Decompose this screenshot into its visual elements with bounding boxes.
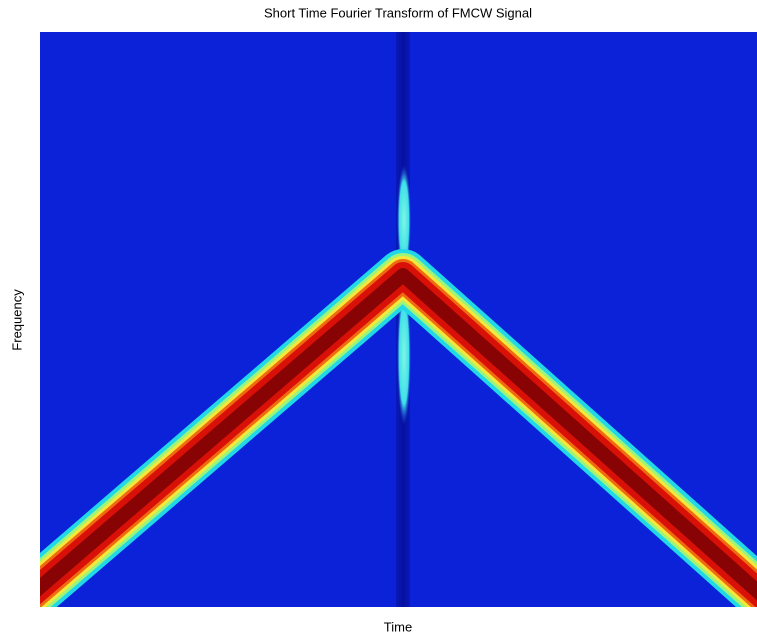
chirp — [40, 249, 757, 607]
chirp-core — [40, 268, 757, 601]
spike-top — [397, 165, 411, 275]
chart-title: Short Time Fourier Transform of FMCW Sig… — [264, 5, 532, 20]
y-axis-label: Frequency — [9, 289, 24, 351]
spectrogram-image — [40, 32, 757, 607]
x-axis-label: Time — [384, 619, 412, 634]
spike-bottom — [397, 285, 411, 425]
